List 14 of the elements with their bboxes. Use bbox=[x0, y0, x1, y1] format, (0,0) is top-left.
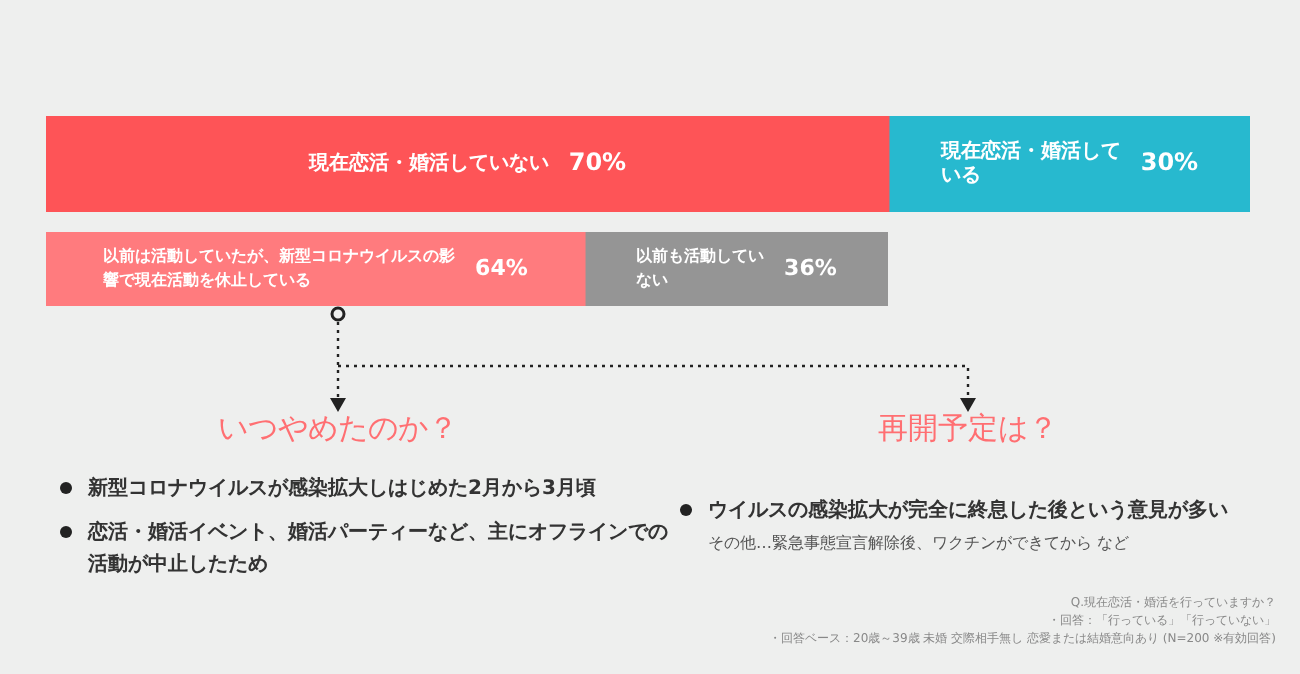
series-label: 以前は活動していたが、新型コロナウイルスの影響で現在活動を休止している bbox=[103, 245, 456, 290]
data-label: 30% bbox=[1140, 148, 1199, 177]
series-label: 以前も活動していない bbox=[636, 247, 765, 290]
series-label: 現在恋活・婚活していない bbox=[306, 151, 549, 176]
data-label: 70% bbox=[568, 148, 627, 177]
text: 恋活・婚活イベント、婚活パーティーなど、主にオフラインでの活動が中止したため bbox=[60, 518, 668, 582]
text: いつやめたのか？ bbox=[216, 410, 460, 448]
data-label: 36% bbox=[784, 254, 837, 281]
text: ウイルスの感染拡大が完全に終息した後という意見が多い bbox=[680, 496, 1288, 524]
series-label: 現在恋活・婚活している bbox=[938, 139, 1121, 188]
data-label: 64% bbox=[475, 254, 528, 281]
text: その他…緊急事態宣言解除後、ワクチンができてから など bbox=[708, 532, 1130, 554]
text: 再開予定は？ bbox=[876, 410, 1060, 448]
text: 新型コロナウイルスが感染拡大しはじめた2月から3月頃 bbox=[60, 474, 668, 502]
